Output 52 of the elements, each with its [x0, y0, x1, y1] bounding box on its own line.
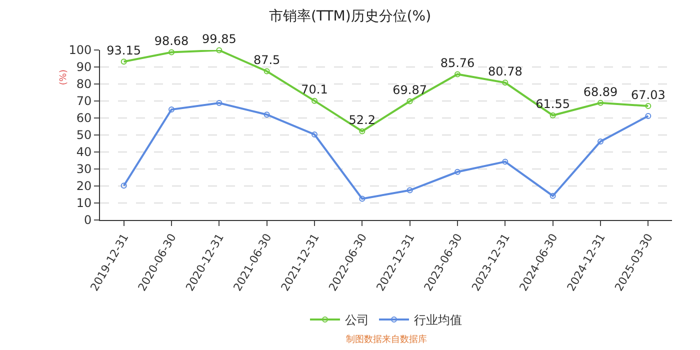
point [645, 112, 652, 119]
data-label: 69.87 [392, 83, 428, 98]
legend-label: 公司 [345, 313, 369, 328]
point [264, 112, 270, 118]
data-label: 93.15 [106, 44, 142, 58]
data-label: 85.76 [440, 56, 475, 70]
data-label: 98.68 [154, 34, 189, 48]
point [502, 80, 508, 86]
point [120, 182, 127, 189]
point [312, 98, 318, 104]
point [598, 100, 604, 106]
y-tick-label: 70 [76, 94, 92, 108]
y-tick-label: 30 [76, 162, 92, 176]
y-tick-label: 80 [76, 77, 92, 92]
y-tick-label: 90 [76, 60, 92, 74]
point [359, 196, 366, 202]
data-label: 68.89 [583, 84, 618, 99]
point [264, 68, 270, 74]
y-tick-label: 50 [76, 128, 92, 142]
point [550, 192, 556, 199]
y-tick-label: 20 [76, 179, 92, 194]
y-tick-label: 60 [76, 111, 92, 126]
data-label: 67.03 [630, 88, 666, 102]
point [645, 103, 652, 110]
point [216, 47, 222, 54]
y-tick-label: 0 [84, 213, 92, 228]
point [168, 49, 174, 56]
legend-label: 行业均值 [414, 313, 462, 328]
point [359, 128, 366, 134]
point [550, 112, 556, 118]
point [168, 106, 174, 112]
point [312, 131, 318, 138]
data-label: 70.1 [301, 82, 328, 97]
point [406, 98, 413, 104]
data-label: 80.78 [488, 64, 522, 79]
point [502, 158, 508, 165]
point [598, 138, 604, 144]
y-tick-label: 40 [76, 145, 92, 160]
data-label: 87.5 [253, 53, 280, 68]
point [454, 168, 460, 175]
data-label: 61.55 [536, 97, 570, 112]
chart-title: 市销率(TTM)历史分位(%) [268, 8, 432, 24]
point [454, 71, 460, 78]
data-label: 99.85 [202, 32, 236, 46]
point [406, 187, 413, 194]
y-tick-label: 100 [68, 43, 92, 58]
point [120, 58, 127, 65]
text: 制图数据来自数据库 [346, 334, 427, 345]
y-axis-title: (%) [59, 70, 70, 86]
point [216, 100, 222, 106]
data-label: 52.2 [348, 113, 376, 128]
y-tick-label: 10 [76, 196, 92, 210]
